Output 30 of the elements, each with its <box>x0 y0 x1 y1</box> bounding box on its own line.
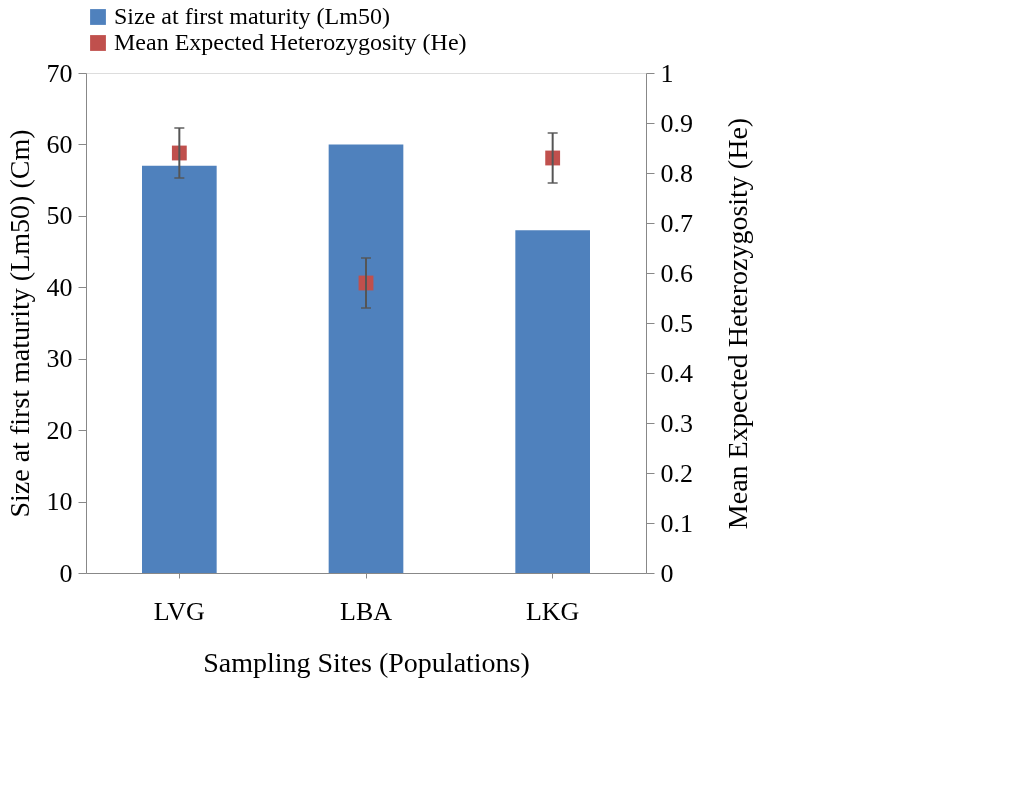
y2-tick-label: 0.7 <box>660 208 693 238</box>
y-tick-label: 0 <box>59 558 73 588</box>
x-axis-title: Sampling Sites (Populations) <box>203 646 530 678</box>
y-tick-label: 30 <box>46 344 73 374</box>
legend-label: Mean Expected Heterozygosity (He) <box>114 29 467 55</box>
y2-tick-label: 0.9 <box>660 108 693 138</box>
y-tick-label: 50 <box>46 201 73 231</box>
y-axis-title: Size at first maturity (Lm50) (Cm) <box>3 129 35 518</box>
y2-tick-label: 0.6 <box>660 258 693 288</box>
y2-tick-label: 0.1 <box>660 508 693 538</box>
y2-tick-label: 1 <box>660 58 674 88</box>
y2-tick-label: 0.8 <box>660 158 693 188</box>
bar <box>328 144 404 573</box>
y-tick-label: 70 <box>46 58 73 88</box>
y2-tick-label: 0 <box>660 558 674 588</box>
y2-tick-label: 0.5 <box>660 308 693 338</box>
bar <box>142 165 217 573</box>
x-tick-label: LBA <box>340 596 393 626</box>
y2-axis-title: Mean Expected Heterozygosity (He) <box>722 117 753 530</box>
y2-tick-label: 0.2 <box>660 458 693 488</box>
x-tick-label: LVG <box>153 596 205 626</box>
x-tick-label: LKG <box>525 596 580 626</box>
y2-tick-label: 0.4 <box>660 358 693 388</box>
bar <box>515 230 590 573</box>
y-tick-label: 40 <box>46 272 73 302</box>
y-tick-label: 60 <box>46 129 73 159</box>
y-tick-label: 20 <box>46 415 73 445</box>
y2-tick-label: 0.3 <box>660 408 693 438</box>
legend-label: Size at first maturity (Lm50) <box>114 3 390 29</box>
y-tick-label: 10 <box>46 487 73 517</box>
